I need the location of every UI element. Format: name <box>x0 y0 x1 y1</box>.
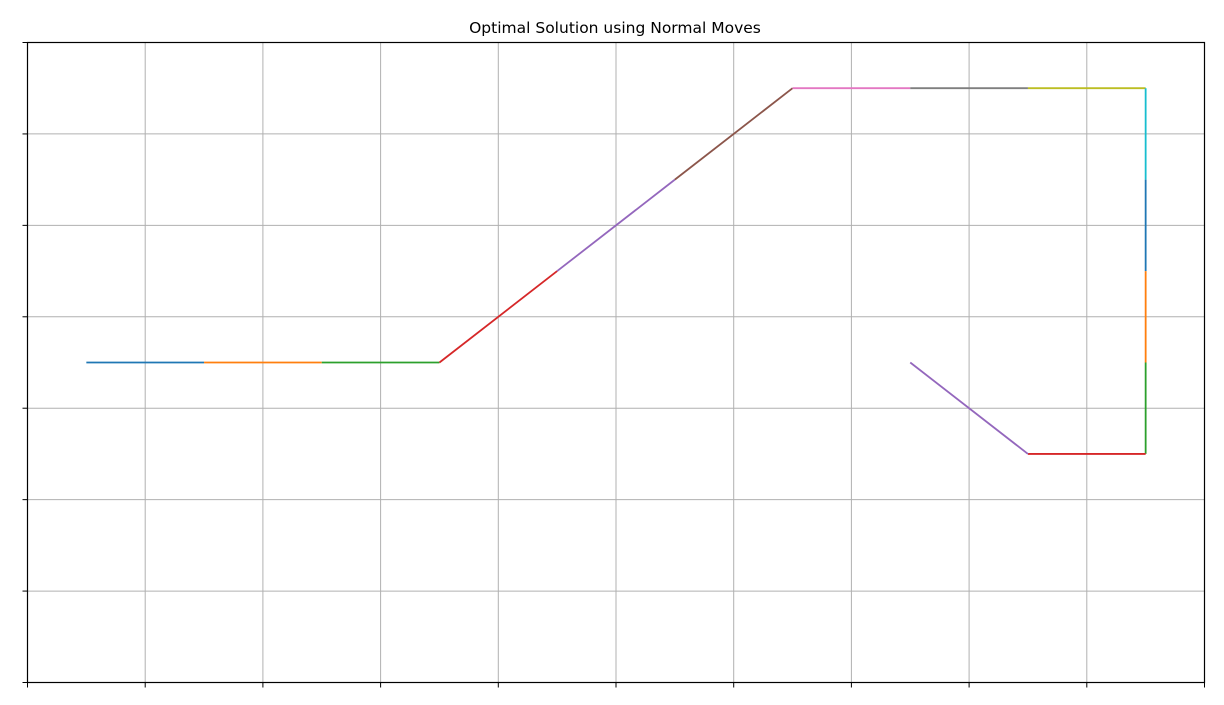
path-segment-6 <box>674 87 794 181</box>
path-segment-4 <box>438 270 558 364</box>
path-segment-15 <box>909 361 1029 455</box>
axis-ticks <box>22 42 1205 688</box>
path-segment-5 <box>556 178 676 272</box>
path-series <box>86 87 1147 455</box>
chart-title: Optimal Solution using Normal Moves <box>469 19 761 37</box>
